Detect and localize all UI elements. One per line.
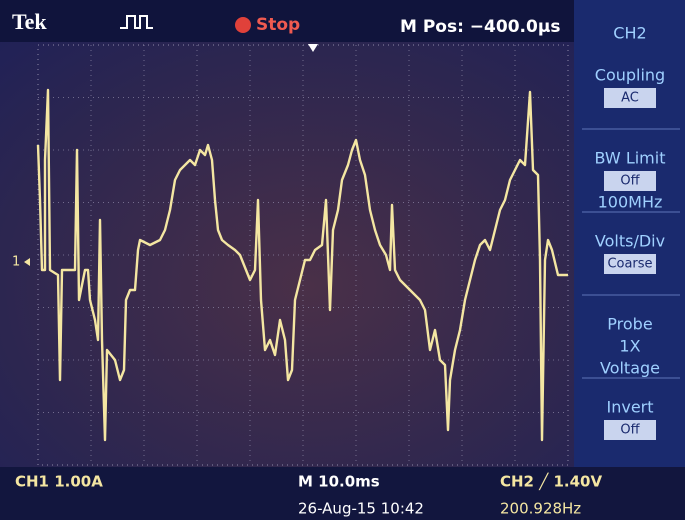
menu-value: Coarse: [607, 257, 652, 272]
marker-arrow: [24, 258, 30, 266]
run-status: Stop: [256, 15, 300, 35]
menu-label: Volts/Div: [595, 232, 665, 251]
menu-title: CH2: [613, 24, 646, 43]
graticule-border: [37, 44, 569, 466]
waveform-trace: [36, 88, 568, 442]
menu-value: AC: [621, 91, 639, 106]
acquire-icon: [120, 15, 153, 29]
top-bar: [0, 0, 685, 42]
timebase: M 10.0ms: [298, 473, 380, 491]
menu-label: BW Limit: [595, 149, 666, 168]
menu-value-box: [604, 88, 656, 108]
side-menu: [574, 0, 685, 467]
trigger-position: [308, 44, 318, 52]
menu-label: Invert: [606, 398, 653, 417]
menu-value: Off: [620, 174, 640, 189]
menu-label: Coupling: [595, 66, 665, 85]
ch1-scale: CH1 1.00A: [15, 473, 103, 491]
menu-value: Off: [620, 423, 640, 438]
bottom-bar: [0, 467, 685, 520]
menu-label: Voltage: [600, 359, 660, 378]
menu-label: Probe: [607, 315, 652, 334]
trigger-level: CH2 ╱ 1.40V: [500, 473, 602, 491]
frequency: 200.928Hz: [500, 500, 581, 518]
menu-items: Coupling AC BW Limit Off 100MHz Volts/Div Coar…: [582, 66, 680, 440]
graticule: [38, 45, 568, 465]
menu-value-box: [604, 171, 656, 191]
channel-marker: 1: [12, 255, 20, 270]
brand: Tek: [12, 9, 47, 34]
menu-value-box: [604, 254, 656, 274]
position: M Pos: −400.0µs: [400, 17, 560, 37]
date-time: 26-Aug-15 10:42: [298, 500, 424, 518]
menu-value-box: [604, 420, 656, 440]
stop-indicator: [235, 17, 251, 33]
menu-extra: 100MHz: [598, 193, 663, 212]
menu-label: 1X: [619, 337, 640, 356]
